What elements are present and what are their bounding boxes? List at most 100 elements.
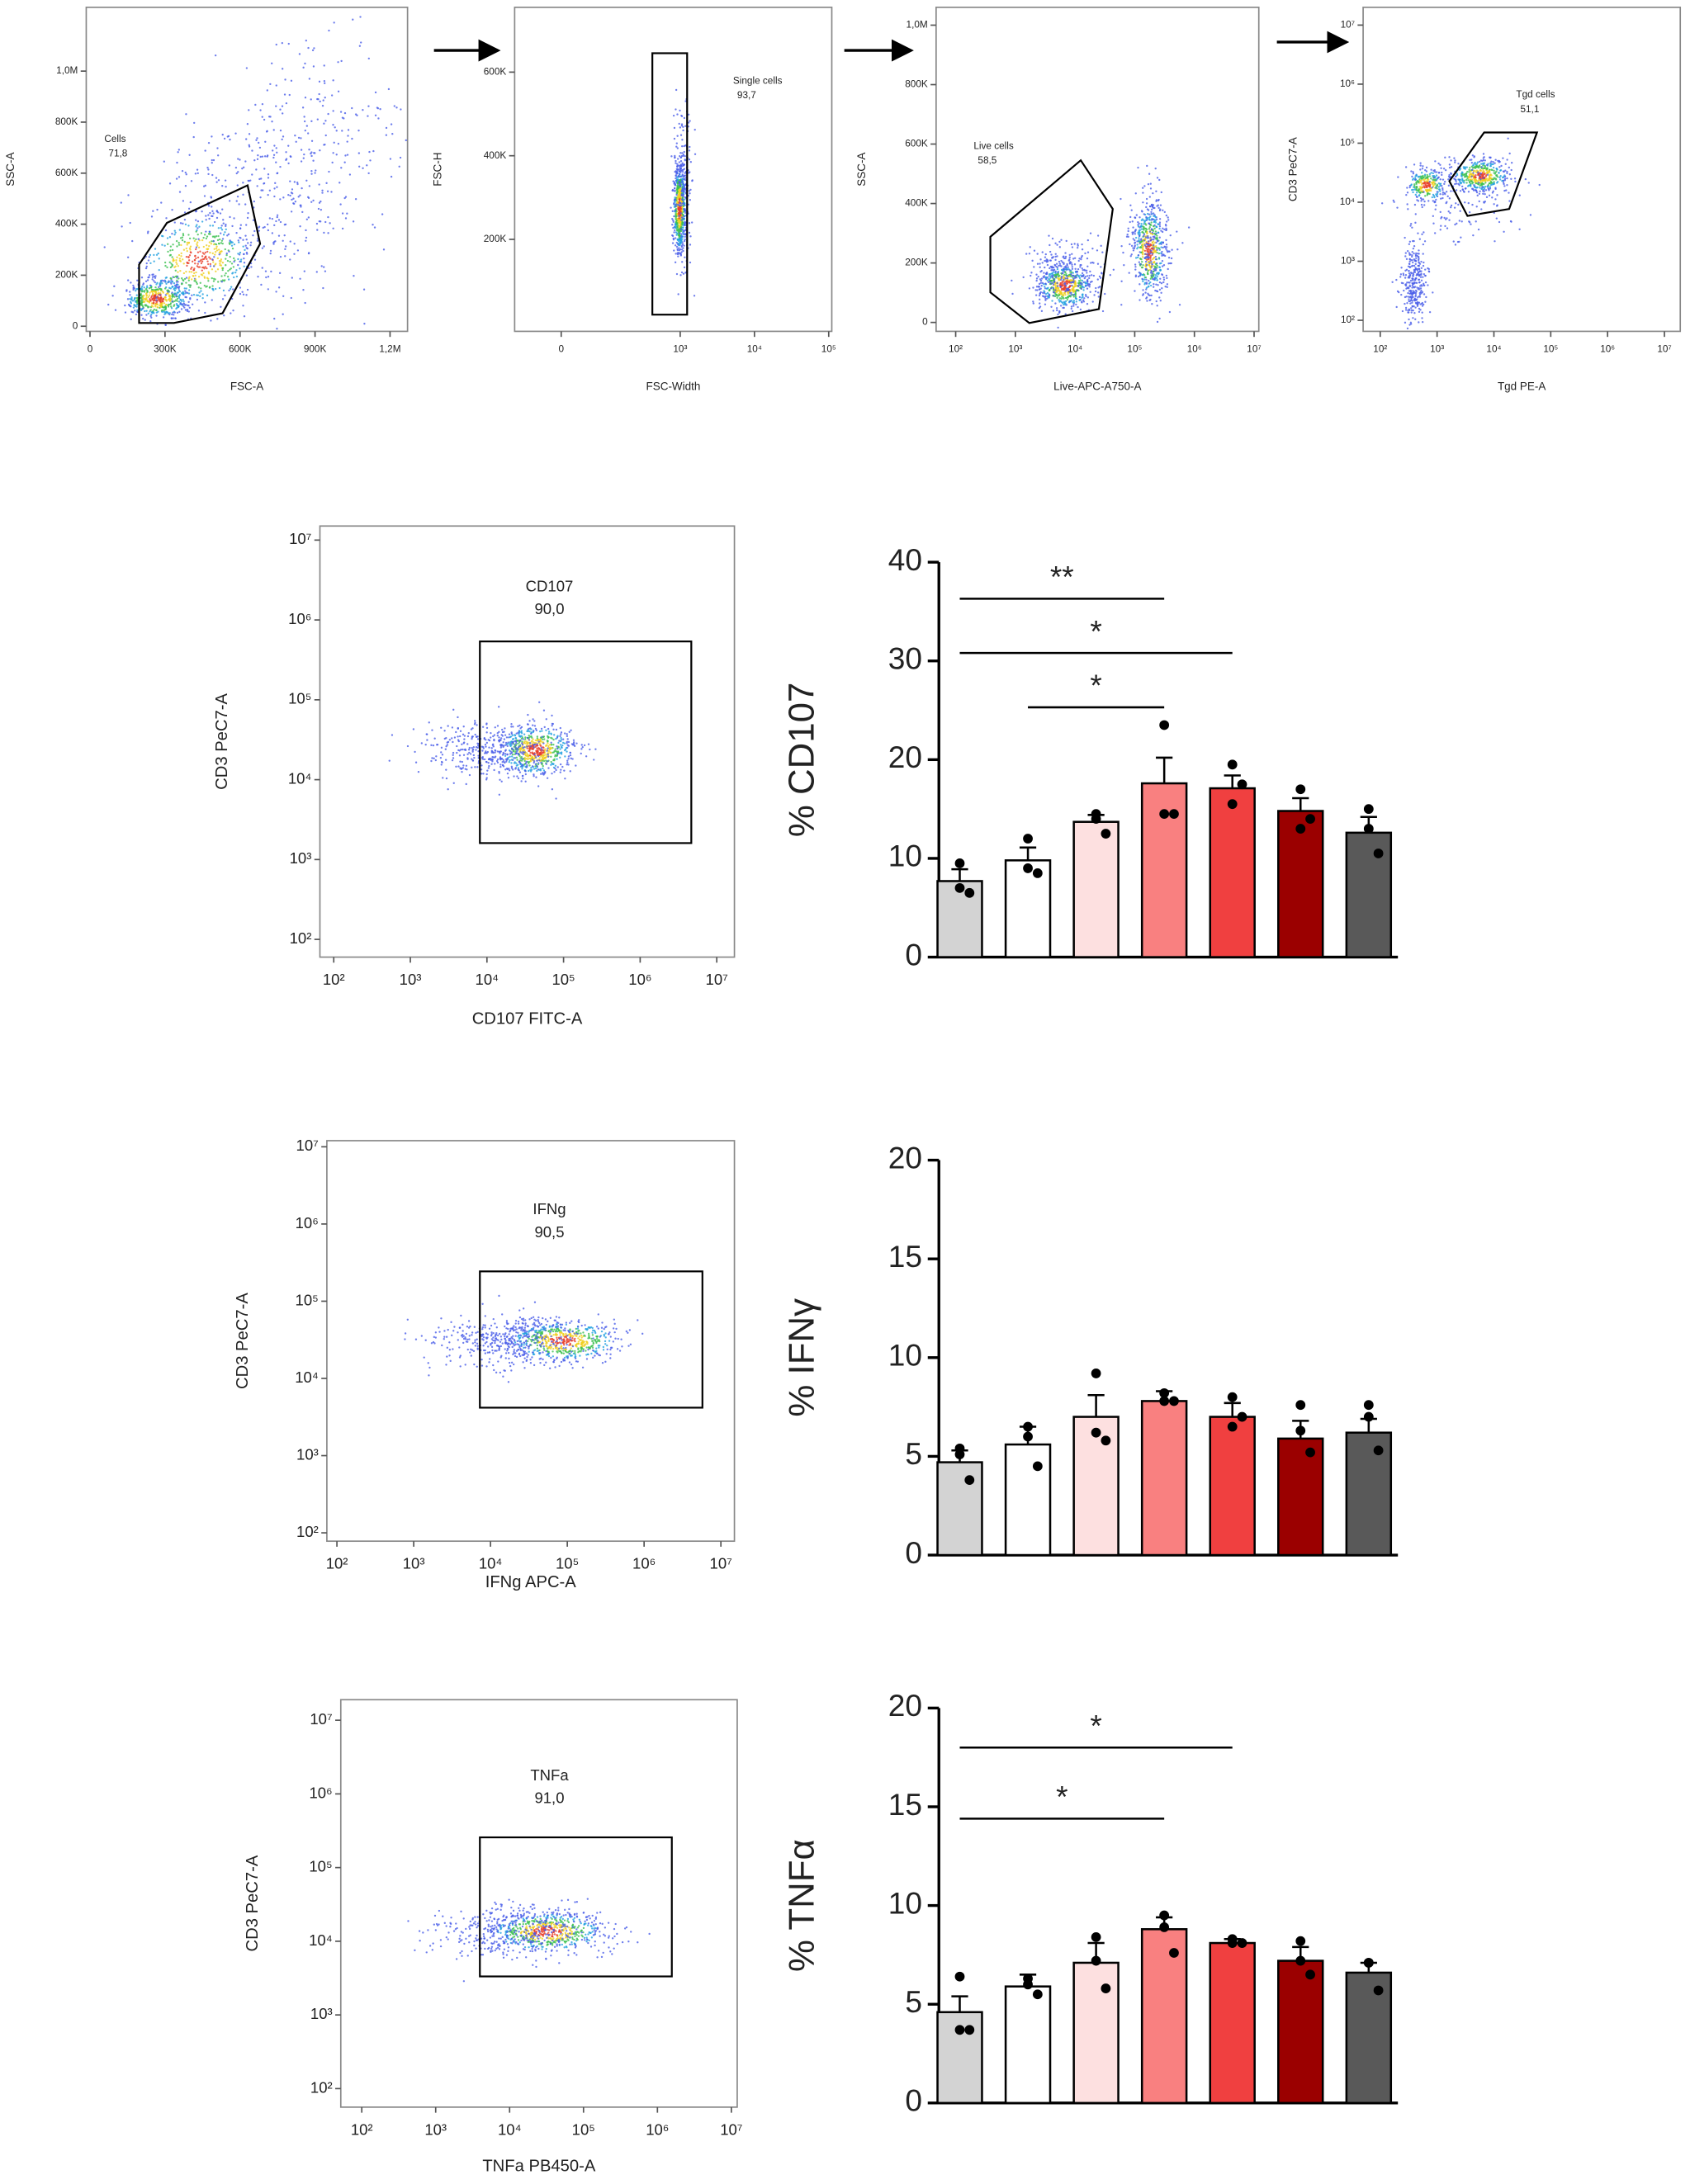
event-dot xyxy=(1139,274,1142,277)
event-dot xyxy=(674,261,677,264)
event-dot xyxy=(239,292,242,295)
event-dot xyxy=(1524,177,1527,181)
event-dot xyxy=(166,237,169,239)
event-dot xyxy=(1418,310,1421,314)
event-dot xyxy=(181,282,183,286)
event-dot xyxy=(225,272,227,275)
event-dot xyxy=(1418,274,1420,277)
event-dot xyxy=(1072,295,1075,298)
event-dot xyxy=(208,256,211,258)
event-dot xyxy=(177,151,179,154)
event-dot xyxy=(144,319,146,321)
event-dot xyxy=(184,223,187,226)
event-dot xyxy=(1130,244,1134,247)
event-dot xyxy=(149,286,152,289)
event-dot xyxy=(682,129,684,132)
event-dot xyxy=(1407,281,1410,284)
event-dot xyxy=(674,190,676,192)
event-dot xyxy=(1129,204,1132,206)
event-dot xyxy=(1145,278,1148,281)
gate xyxy=(138,183,262,324)
event-dot xyxy=(302,66,305,69)
event-dot xyxy=(287,162,290,165)
event-dot xyxy=(1412,261,1414,264)
event-dot xyxy=(194,255,196,258)
event-dot xyxy=(211,258,214,261)
event-dot xyxy=(675,177,677,180)
event-dot xyxy=(201,239,204,242)
event-dot xyxy=(1454,175,1457,178)
event-dot xyxy=(1181,242,1184,244)
event-dot xyxy=(1163,254,1167,258)
event-dot xyxy=(1067,274,1070,277)
event-dot xyxy=(1087,277,1091,280)
event-dot xyxy=(1039,281,1043,284)
event-dot xyxy=(1033,249,1036,252)
event-dot xyxy=(201,255,204,258)
event-dot xyxy=(671,234,674,237)
event-dot xyxy=(1011,292,1014,295)
event-dot xyxy=(560,733,562,735)
event-dot xyxy=(305,179,308,182)
event-dot xyxy=(1141,256,1144,258)
event-dot xyxy=(209,225,211,227)
event-dot xyxy=(1038,306,1041,310)
event-dot xyxy=(676,253,679,256)
event-dot xyxy=(144,304,146,306)
event-dot xyxy=(211,252,214,255)
y-tick-label: 600K xyxy=(484,66,507,77)
event-dot xyxy=(1488,189,1490,191)
event-dot xyxy=(1084,252,1086,255)
event-dot xyxy=(245,251,249,254)
event-dot xyxy=(1164,224,1167,226)
event-dot xyxy=(680,271,684,274)
event-dot xyxy=(1071,310,1074,313)
event-dot xyxy=(1157,223,1159,225)
event-dot xyxy=(1498,220,1501,224)
event-dot xyxy=(1414,318,1417,320)
event-dot xyxy=(1082,285,1084,288)
event-dot xyxy=(1453,206,1456,209)
event-dot xyxy=(301,187,303,190)
event-dot xyxy=(1467,179,1470,182)
event-dot xyxy=(237,263,239,267)
event-dot xyxy=(321,191,324,194)
event-dot xyxy=(144,297,146,300)
event-dot xyxy=(1493,169,1495,173)
event-dot xyxy=(290,296,292,300)
event-dot xyxy=(683,239,686,243)
event-dot xyxy=(1483,201,1485,204)
event-dot xyxy=(1412,279,1414,281)
event-dot xyxy=(1455,189,1458,191)
event-dot xyxy=(247,242,249,244)
event-dot xyxy=(1418,295,1422,298)
event-dot xyxy=(688,222,691,225)
event-dot xyxy=(682,249,684,253)
event-dot xyxy=(220,225,223,227)
event-dot xyxy=(681,188,684,191)
event-dot xyxy=(1413,270,1416,272)
event-dot xyxy=(1028,287,1031,290)
event-dot xyxy=(1063,257,1066,260)
event-dot xyxy=(278,272,282,275)
event-dot xyxy=(1047,281,1050,283)
event-dot xyxy=(671,217,674,220)
event-dot xyxy=(218,251,221,254)
event-dot xyxy=(352,18,354,21)
event-dot xyxy=(168,297,171,300)
event-dot xyxy=(1444,168,1447,172)
event-dot xyxy=(188,237,192,240)
event-dot xyxy=(1159,300,1162,302)
event-dot xyxy=(246,288,249,291)
event-dot xyxy=(310,154,313,158)
event-dot xyxy=(196,244,199,247)
event-dot xyxy=(267,177,270,179)
event-dot xyxy=(1072,300,1075,302)
event-dot xyxy=(215,262,217,265)
event-dot xyxy=(1458,220,1461,222)
event-dot xyxy=(1158,266,1162,269)
event-dot xyxy=(1165,229,1167,232)
event-dot xyxy=(261,102,264,106)
event-dot xyxy=(146,279,149,281)
